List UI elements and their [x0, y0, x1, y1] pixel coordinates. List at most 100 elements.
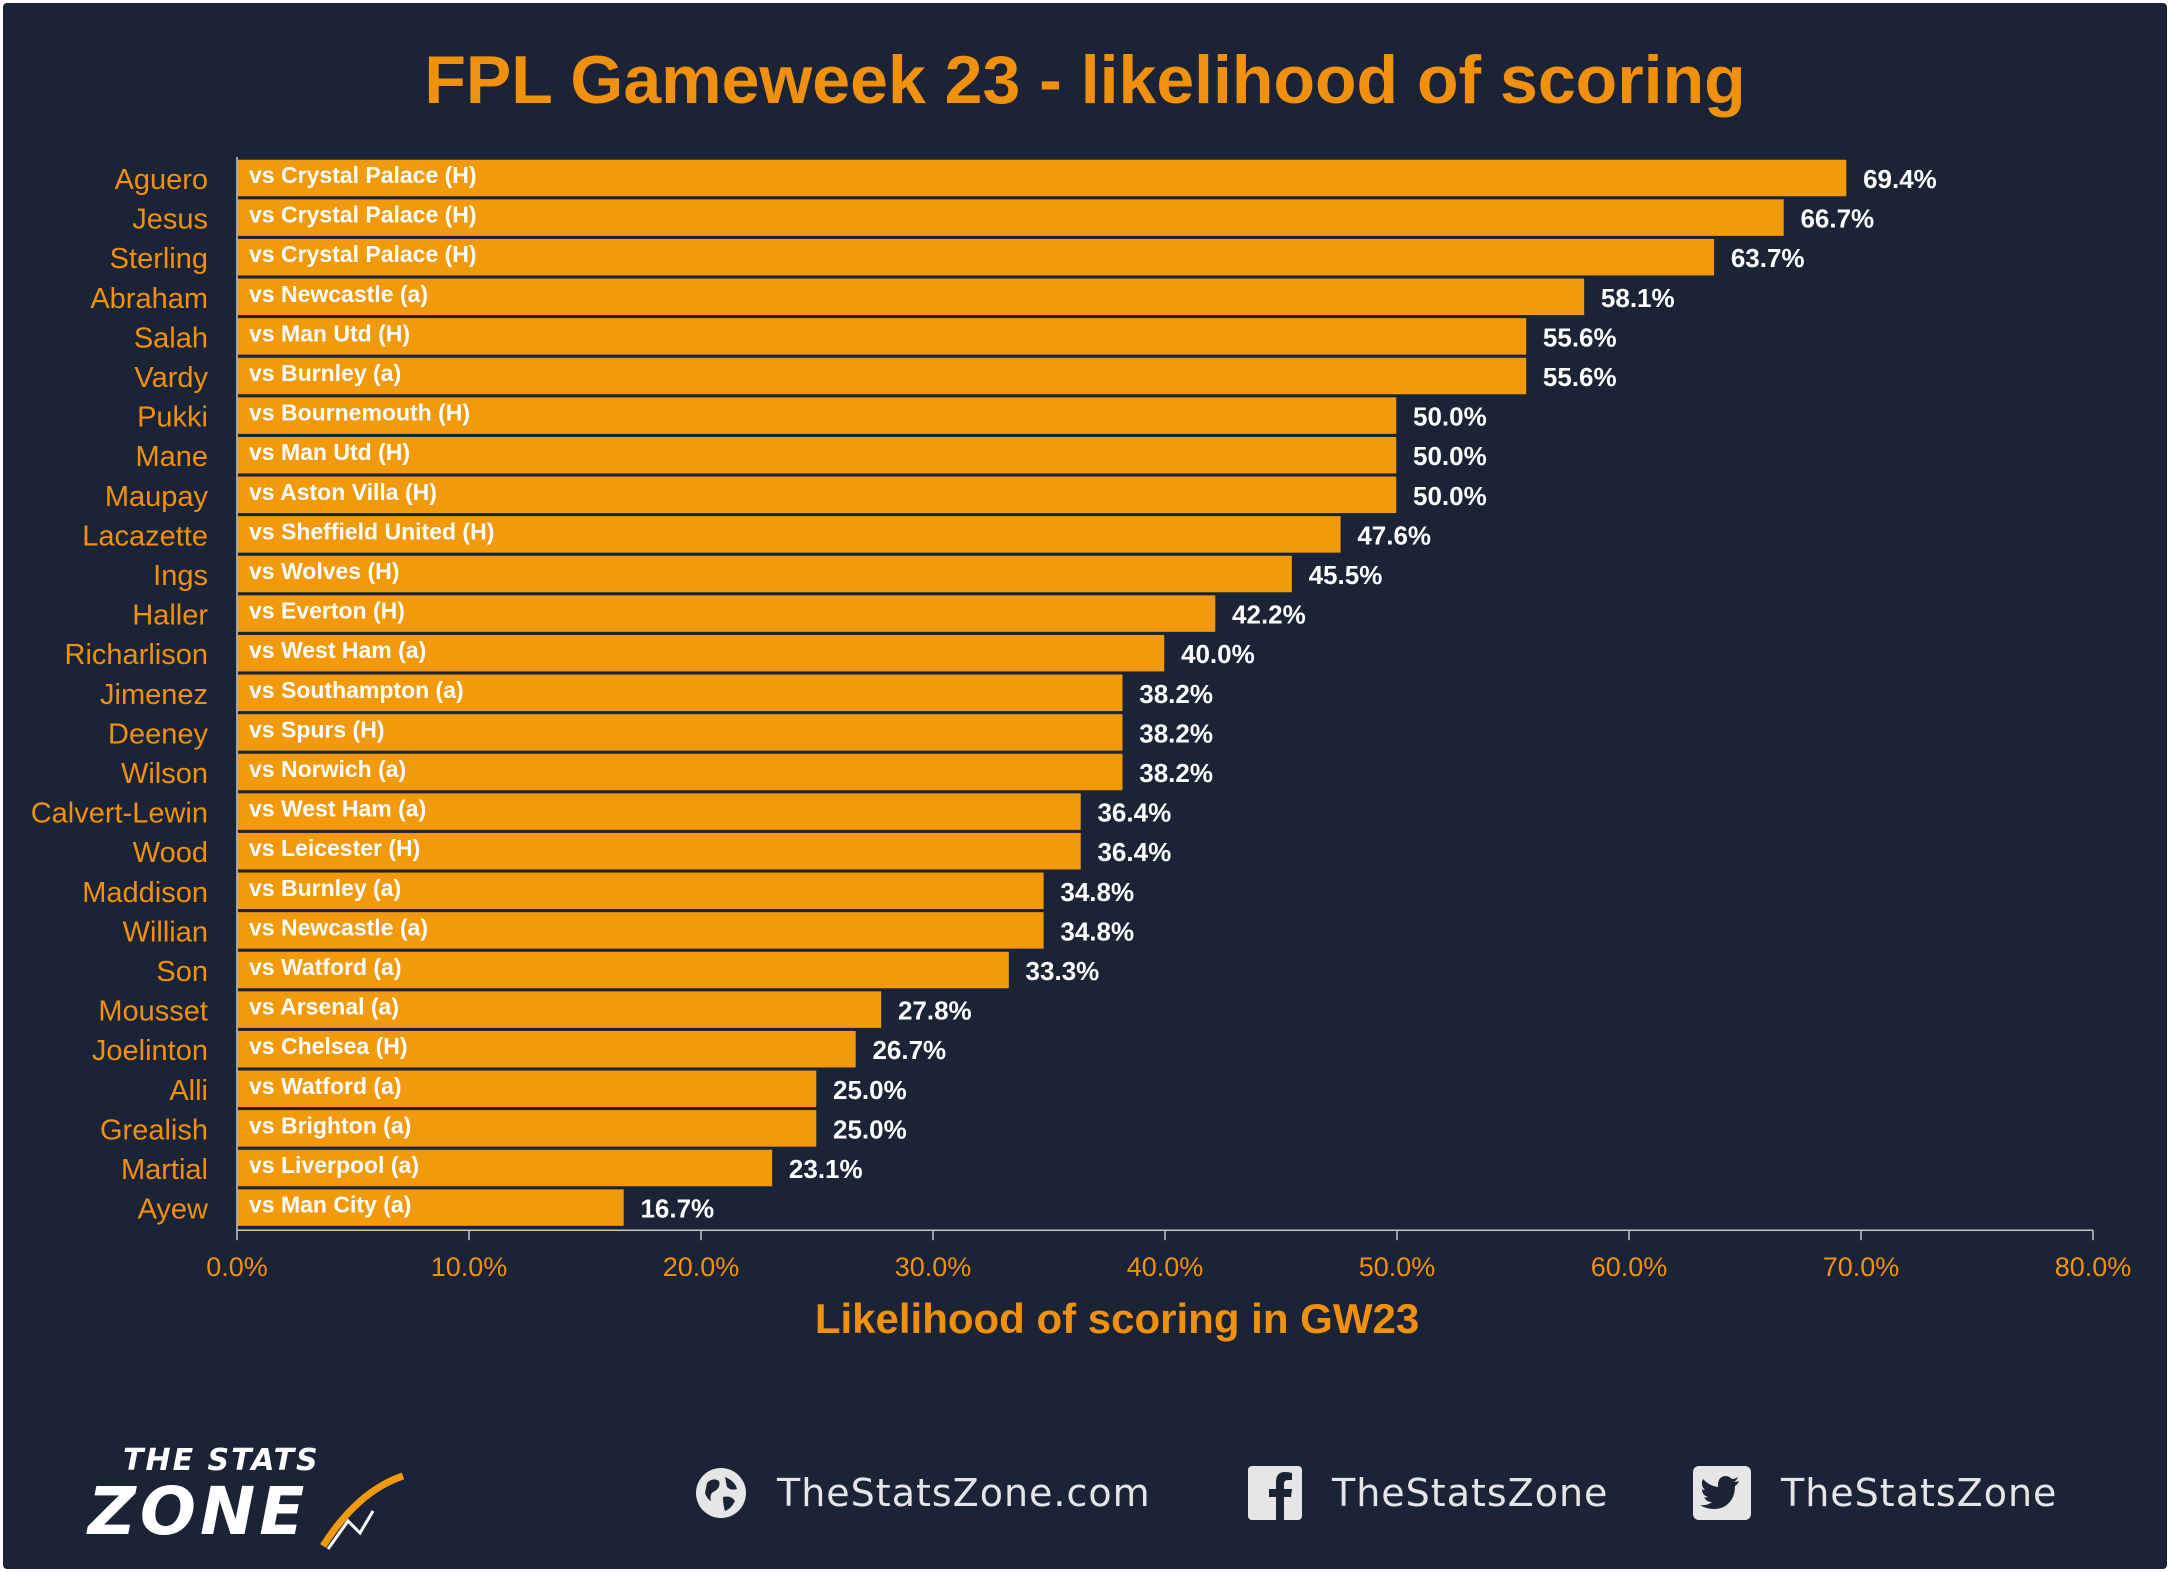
- category-label: Willian: [123, 916, 208, 948]
- logo-line2: ZONE: [88, 1473, 309, 1550]
- logo-swoosh-icon: [320, 1472, 405, 1550]
- x-tick-label: 60.0%: [1591, 1252, 1668, 1282]
- bar-label: vs Man Utd (H): [249, 320, 410, 346]
- chart-panel: FPL Gameweek 23 - likelihood of scoring …: [3, 3, 2167, 1569]
- bar: [236, 1148, 774, 1188]
- bar-label: vs West Ham (a): [249, 637, 426, 663]
- category-label: Calvert-Lewin: [31, 798, 208, 830]
- bar-group: Wilson vs Norwich (a) 38.2%: [121, 752, 1213, 792]
- data-label: 38.2%: [1139, 679, 1213, 709]
- bar-label: vs West Ham (a): [249, 796, 426, 822]
- data-label: 50.0%: [1413, 441, 1487, 471]
- footer: THE STATS ZONE TheStatsZone.com: [3, 1403, 2167, 1569]
- bar: [236, 277, 1586, 317]
- chart-title: FPL Gameweek 23 - likelihood of scoring: [424, 42, 1746, 118]
- bar: [236, 514, 1343, 555]
- bar-group: Richarlison vs West Ham (a) 40.0%: [65, 633, 1255, 673]
- bar-group: Martial vs Liverpool (a) 23.1%: [121, 1148, 863, 1188]
- bar: [236, 593, 1217, 634]
- bar-label: vs Newcastle (a): [249, 281, 428, 307]
- bar-group: Jesus vs Crystal Palace (H) 66.7%: [132, 197, 1874, 238]
- bar-group: Haller vs Everton (H) 42.2%: [132, 593, 1306, 634]
- category-label: Mane: [135, 441, 208, 473]
- bar-group: Ayew vs Man City (a) 16.7%: [138, 1187, 714, 1228]
- category-label: Son: [156, 956, 208, 988]
- bar-group: Aguero vs Crystal Palace (H) 69.4%: [114, 158, 1937, 198]
- data-label: 23.1%: [789, 1154, 863, 1184]
- category-label: Aguero: [114, 164, 208, 196]
- bar-group: Deeney vs Spurs (H) 38.2%: [108, 712, 1213, 753]
- x-tick-label: 50.0%: [1359, 1252, 1436, 1282]
- bar-group: Willian vs Newcastle (a) 34.8%: [123, 910, 1134, 951]
- facebook-link[interactable]: TheStatsZone: [1246, 1463, 1608, 1523]
- globe-icon: [696, 1468, 746, 1518]
- bar-group: Lacazette vs Sheffield United (H) 47.6%: [82, 514, 1431, 555]
- bar-group: Jimenez vs Southampton (a) 38.2%: [100, 673, 1213, 713]
- bar-group: Alli vs Watford (a) 25.0%: [169, 1069, 907, 1109]
- data-label: 58.1%: [1601, 283, 1675, 313]
- data-label: 26.7%: [872, 1035, 946, 1065]
- data-label: 42.2%: [1232, 600, 1306, 630]
- data-label: 50.0%: [1413, 402, 1487, 432]
- category-label: Jimenez: [100, 679, 208, 711]
- data-label: 40.0%: [1181, 639, 1255, 669]
- data-label: 47.6%: [1357, 520, 1431, 550]
- facebook-icon: [1248, 1466, 1302, 1520]
- bar-group: Wood vs Leicester (H) 36.4%: [133, 831, 1171, 871]
- bar: [236, 197, 1786, 238]
- bar: [236, 1029, 858, 1069]
- category-label: Vardy: [134, 362, 208, 394]
- bar: [236, 237, 1716, 277]
- bar-label: vs Watford (a): [249, 1073, 402, 1099]
- x-tick-label: 30.0%: [895, 1252, 972, 1282]
- data-label: 34.8%: [1060, 916, 1134, 946]
- logo-line1: THE STATS: [123, 1443, 320, 1478]
- bar-label: vs Aston Villa (H): [249, 479, 437, 505]
- bar-label: vs Liverpool (a): [249, 1152, 419, 1178]
- bar: [236, 356, 1528, 396]
- bar-label: vs Burnley (a): [249, 360, 401, 386]
- data-label: 66.7%: [1800, 204, 1874, 234]
- category-label: Abraham: [90, 283, 208, 315]
- data-label: 25.0%: [833, 1075, 907, 1105]
- twitter-link[interactable]: TheStatsZone: [1691, 1463, 2057, 1523]
- bar: [236, 1187, 626, 1228]
- facebook-text: TheStatsZone: [1332, 1471, 1609, 1515]
- x-tick-label: 40.0%: [1127, 1252, 1204, 1282]
- data-label: 45.5%: [1309, 560, 1383, 590]
- data-label: 55.6%: [1543, 362, 1617, 392]
- bar-label: vs Watford (a): [249, 954, 402, 980]
- bar-label: vs Wolves (H): [249, 558, 399, 584]
- x-tick-label: 20.0%: [663, 1252, 740, 1282]
- category-label: Maupay: [105, 481, 209, 513]
- category-label: Ings: [153, 560, 208, 592]
- bar: [236, 395, 1398, 436]
- website-text: TheStatsZone.com: [777, 1471, 1151, 1515]
- data-label: 38.2%: [1139, 758, 1213, 788]
- bar-label: vs Chelsea (H): [249, 1033, 408, 1059]
- data-label: 50.0%: [1413, 481, 1487, 511]
- category-label: Maddison: [82, 877, 208, 909]
- x-tick-label: 0.0%: [206, 1252, 268, 1282]
- bar-label: vs Bournemouth (H): [249, 400, 470, 426]
- x-tick-label: 70.0%: [1823, 1252, 1900, 1282]
- bar-group: Vardy vs Burnley (a) 55.6%: [134, 356, 1617, 396]
- x-tick-label: 80.0%: [2055, 1252, 2132, 1282]
- bar-label: vs Man Utd (H): [249, 439, 410, 465]
- data-label: 27.8%: [898, 996, 972, 1026]
- data-label: 36.4%: [1097, 798, 1171, 828]
- twitter-icon: [1693, 1466, 1751, 1520]
- category-label: Alli: [169, 1075, 208, 1107]
- bar: [236, 435, 1398, 475]
- bar: [236, 989, 883, 1030]
- bar: [236, 1108, 818, 1149]
- bar-label: vs Newcastle (a): [249, 914, 428, 940]
- bar-label: vs Crystal Palace (H): [249, 202, 477, 228]
- category-label: Mousset: [98, 996, 208, 1028]
- bar-label: vs Man City (a): [249, 1192, 411, 1218]
- category-label: Sterling: [110, 243, 208, 275]
- bar-group: Grealish vs Brighton (a) 25.0%: [100, 1108, 907, 1149]
- bar-group: Calvert-Lewin vs West Ham (a) 36.4%: [31, 791, 1171, 832]
- website-link[interactable]: TheStatsZone.com: [693, 1463, 1151, 1523]
